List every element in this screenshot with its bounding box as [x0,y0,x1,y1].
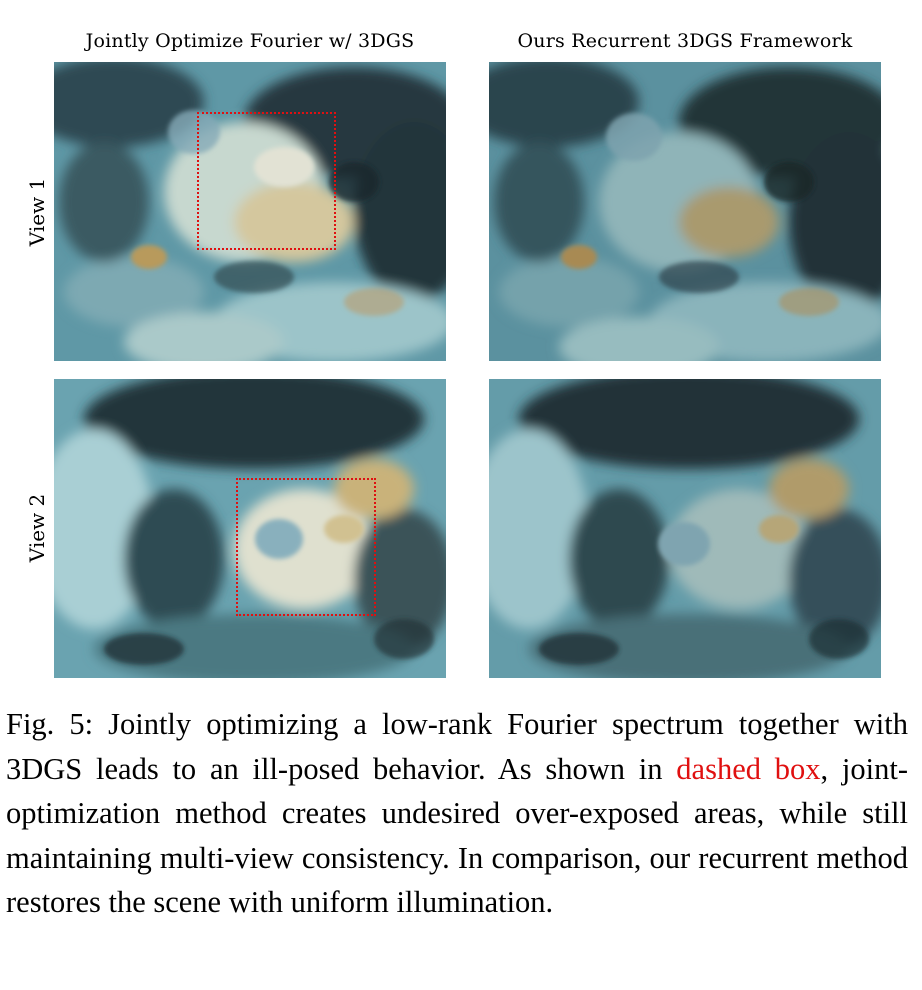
caption-text-before: Fig. 5: Jointly optimizing a low-rank Fo… [6,707,908,786]
image-view1-ours [489,62,881,361]
image-view2-joint [54,379,446,678]
dashed-box-view-2 [236,478,376,616]
column-title-ours: Ours Recurrent 3DGS Framework [517,30,853,52]
image-view1-joint [54,62,446,361]
row-label-view-2: View 2 [25,493,49,563]
dashed-box-view-1 [197,112,336,250]
caption-text-after: , joint-optimization method creates unde… [6,751,908,920]
row-label-view-1: View 1 [25,177,49,247]
column-title-joint: Jointly Optimize Fourier w/ 3DGS [85,30,415,52]
image-view2-ours [489,379,881,678]
figure-caption: Fig. 5: Jointly optimizing a low-rank Fo… [6,702,908,925]
caption-highlight: dashed box [676,751,821,786]
